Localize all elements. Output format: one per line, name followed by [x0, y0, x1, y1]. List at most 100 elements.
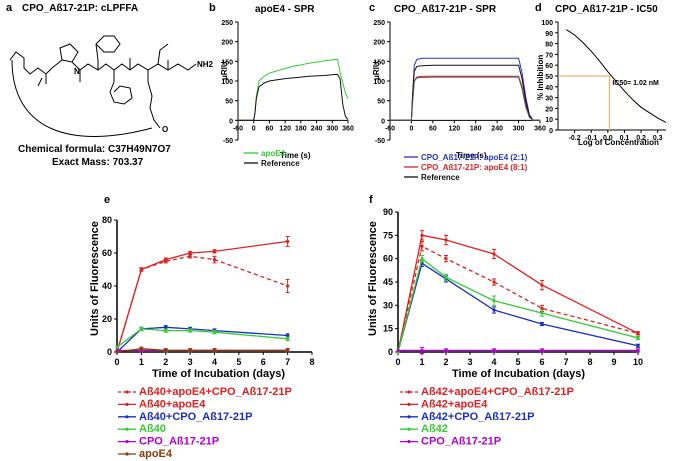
data-point: [492, 308, 496, 312]
legend-marker: [407, 427, 411, 431]
panel-label-d: d: [535, 2, 542, 14]
y-tick-label: 100: [541, 20, 553, 27]
data-point: [286, 239, 290, 244]
data-point: [420, 257, 424, 261]
legend-label: Aß40+apoE4: [139, 398, 206, 410]
chemical-formula: Chemical formula: C37H49N7O7: [18, 144, 171, 155]
legend-marker: [407, 415, 411, 419]
series-line: [390, 64, 540, 121]
y-tick-label: 20: [545, 106, 553, 113]
series-line: [238, 73, 349, 121]
y-tick-label: 60: [545, 63, 553, 70]
x-tick-label: 360: [534, 125, 546, 132]
series-line: [566, 29, 667, 123]
legend-marker: [407, 390, 411, 394]
data-point: [396, 348, 400, 353]
y-tick-label: -50: [223, 138, 233, 145]
legend-label: apoE4: [139, 448, 173, 460]
data-point: [164, 348, 168, 352]
y-tick-label: 250: [221, 20, 233, 27]
data-point: [444, 348, 448, 353]
x-axis-label: Time of Incubation (days): [452, 368, 585, 380]
legend-marker: [125, 390, 129, 394]
data-point: [540, 348, 544, 353]
y-tick-label: 50: [225, 99, 233, 106]
y-tick-label: 40: [545, 85, 553, 92]
x-tick-label: 3: [188, 357, 193, 367]
y-tick-label: 45: [383, 277, 393, 287]
series-line: [116, 326, 288, 353]
phenyl-2: [109, 81, 133, 105]
backbone: [71, 61, 197, 71]
chart-d-ic50: CPO_Aß17-21P - IC50 -0.2 -0.1 0.0 0.1 0.2 0.3 0…: [536, 4, 667, 147]
x-axis-label: Time of Incubation (days): [152, 368, 285, 380]
x-tick-label: -60: [385, 125, 395, 132]
data-point: [636, 331, 640, 335]
legend-label: Aß40: [139, 423, 166, 435]
series-line: [397, 262, 639, 353]
legend-marker: [125, 452, 129, 456]
series-line: [397, 257, 639, 353]
ester-chain: [147, 81, 161, 129]
x-tick-label: 7: [285, 357, 290, 367]
ic50-annotation: IC50= 1.02 nM: [612, 80, 659, 87]
legend-label: CPO_Aß17-21P: [139, 436, 219, 448]
y-tick-label: 250: [373, 20, 385, 27]
series-line: [116, 348, 288, 353]
data-point: [139, 347, 143, 351]
data-point: [540, 322, 544, 326]
y-tick-label: 60: [102, 248, 112, 258]
y-tick-label: 40: [102, 281, 112, 291]
y-tick-label: 150: [373, 59, 385, 66]
data-point: [164, 258, 168, 262]
data-point: [188, 251, 192, 255]
x-tick-label: 300: [326, 125, 338, 132]
data-point: [286, 337, 290, 341]
data-point: [540, 306, 544, 311]
x-tick-label: -0.1: [585, 135, 597, 142]
methyl-branch: [157, 43, 169, 65]
series-line: [390, 76, 540, 121]
legend-label: Aß42+apoE4+CPO_Aß17-21P: [421, 386, 574, 398]
phenyl-1: [95, 35, 121, 61]
legend-label: Reference: [421, 173, 460, 182]
x-tick-label: 0.2: [636, 135, 646, 142]
y-tick-label: 15: [383, 324, 393, 334]
legend-label: Aß42+CPO_Aß17-21P: [421, 411, 534, 423]
carbonyl-1: [37, 74, 47, 87]
x-tick-label: 7: [563, 357, 568, 367]
data-point: [420, 233, 424, 237]
y-tick-label: 90: [383, 207, 393, 217]
y-tick-label: 200: [373, 40, 385, 47]
data-point: [139, 267, 143, 272]
series-line: [238, 58, 349, 121]
x-tick-label: 1: [419, 357, 424, 367]
data-point: [164, 325, 168, 329]
n-label: N: [74, 67, 80, 76]
data-point: [115, 350, 119, 354]
data-point: [212, 258, 217, 262]
panel-label-b: b: [209, 2, 216, 14]
y-tick-label: 0: [388, 347, 393, 357]
x-tick-label: 120: [279, 125, 291, 132]
x-tick-label: 240: [311, 125, 323, 132]
data-point: [420, 348, 424, 353]
y-tick-label: 30: [383, 300, 393, 310]
legend-label: Aß40+CPO_Aß17-21P: [139, 411, 252, 423]
nh2-label: NH2: [197, 60, 214, 69]
x-tick-label: 60: [429, 125, 437, 132]
chart-title: CPO_Aß17-21P - IC50: [555, 4, 658, 15]
y-tick-label: 100: [373, 79, 385, 86]
side-bonds: [79, 58, 169, 82]
series-line: [397, 234, 639, 353]
data-point: [286, 333, 290, 338]
series-line: [397, 245, 639, 353]
data-point: [492, 280, 496, 284]
legend-label: Aß42: [421, 423, 448, 435]
x-tick-label: 9: [611, 357, 616, 367]
x-tick-label: 60: [266, 125, 274, 132]
legend-marker: [125, 415, 129, 419]
legend-label: CPO_Aß17-21P: apoE4 (8:1): [421, 163, 528, 172]
